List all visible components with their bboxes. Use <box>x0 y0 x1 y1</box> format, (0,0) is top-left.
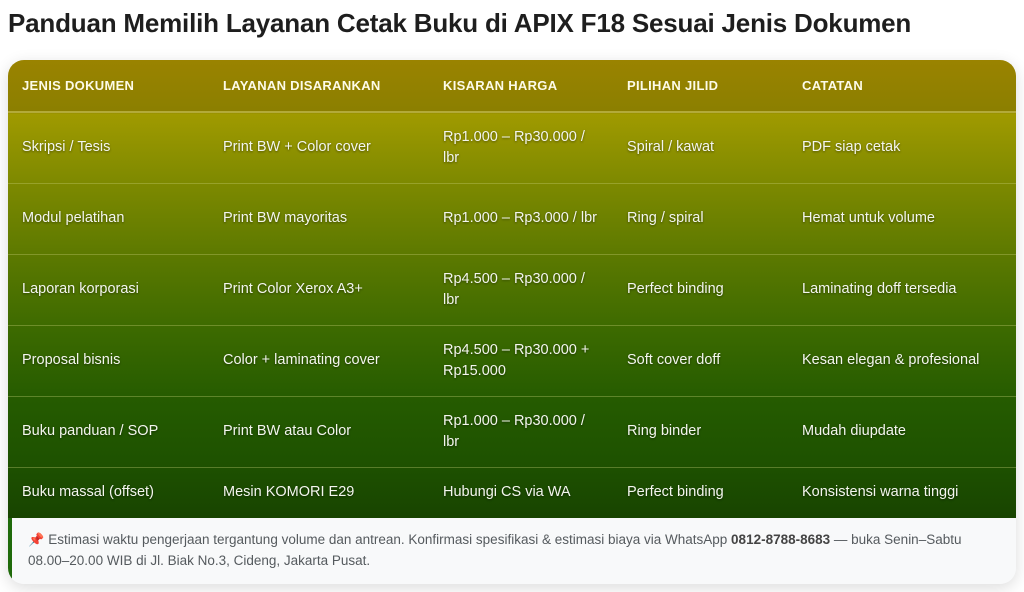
cell-jenis-dokumen: Buku panduan / SOP <box>8 396 209 468</box>
cell-jilid: Spiral / kawat <box>613 112 788 184</box>
cell-catatan: Konsistensi warna tinggi <box>802 483 959 500</box>
service-guide-table: JENIS DOKUMEN LAYANAN DISARANKAN KISARAN… <box>8 60 1016 517</box>
cell-harga: Rp4.500 – Rp30.000 + Rp15.000 <box>429 325 613 397</box>
cell-jenis-dokumen: Skripsi / Tesis <box>8 112 209 184</box>
cell-layanan: Print BW + Color cover <box>209 112 429 184</box>
cell-catatan: Mudah diupdate <box>788 396 1016 468</box>
cell-catatan: PDF siap cetak <box>788 112 1016 184</box>
whatsapp-phone-number: 0812-8788-8683 <box>731 532 831 547</box>
table-row: Proposal bisnis Color + laminating cover… <box>8 325 1016 397</box>
cell-harga: Rp1.000 – Rp30.000 / lbr <box>429 112 613 184</box>
cell-jilid: Perfect binding <box>613 254 788 326</box>
header-layanan-disarankan: LAYANAN DISARANKAN <box>209 60 429 113</box>
table-header-row: JENIS DOKUMEN LAYANAN DISARANKAN KISARAN… <box>8 60 1016 113</box>
note-text-after: — buka Senin–Sabtu 08.00–20.00 WIB di Jl… <box>28 532 962 568</box>
cell-jenis-dokumen: Modul pelatihan <box>8 183 209 255</box>
header-jenis-dokumen: JENIS DOKUMEN <box>8 60 209 113</box>
footer-note: 📌 Estimasi waktu pengerjaan tergantung vo… <box>8 518 1016 584</box>
cell-harga: Hubungi CS via WA <box>443 483 571 500</box>
table-row: Modul pelatihan Print BW mayoritas Rp1.0… <box>8 183 1016 255</box>
table-row: Buku massal (offset) Mesin KOMORI E29 Hu… <box>8 467 1016 517</box>
note-text-before: Estimasi waktu pengerjaan tergantung vol… <box>48 532 732 547</box>
cell-jenis-dokumen: Proposal bisnis <box>8 325 209 397</box>
cell-layanan: Mesin KOMORI E29 <box>223 483 355 500</box>
cell-jilid: Ring binder <box>613 396 788 468</box>
table-row: Skripsi / Tesis Print BW + Color cover R… <box>8 112 1016 184</box>
cell-jilid: Soft cover doff <box>613 325 788 397</box>
cell-harga: Rp1.000 – Rp30.000 / lbr <box>429 396 613 468</box>
header-kisaran-harga: KISARAN HARGA <box>429 60 613 113</box>
cell-layanan: Color + laminating cover <box>209 325 429 397</box>
page-title: Panduan Memilih Layanan Cetak Buku di AP… <box>8 8 912 38</box>
header-pilihan-jilid: PILIHAN JILID <box>613 60 788 113</box>
cell-harga: Rp1.000 – Rp3.000 / lbr <box>429 183 613 255</box>
header-catatan: CATATAN <box>788 60 1016 113</box>
cell-layanan: Print Color Xerox A3+ <box>209 254 429 326</box>
cell-layanan: Print BW atau Color <box>209 396 429 468</box>
cell-catatan: Hemat untuk volume <box>788 183 1016 255</box>
cell-catatan: Laminating doff tersedia <box>788 254 1016 326</box>
pushpin-icon: 📌 <box>28 532 45 547</box>
cell-layanan: Print BW mayoritas <box>209 183 429 255</box>
cell-catatan: Kesan elegan & profesional <box>788 325 1016 397</box>
table-row: Laporan korporasi Print Color Xerox A3+ … <box>8 254 1016 326</box>
cell-harga: Rp4.500 – Rp30.000 / lbr <box>429 254 613 326</box>
cell-jilid: Ring / spiral <box>613 183 788 255</box>
cell-jilid: Perfect binding <box>627 483 724 500</box>
table-row: Buku panduan / SOP Print BW atau Color R… <box>8 396 1016 468</box>
cell-jenis-dokumen: Laporan korporasi <box>8 254 209 326</box>
pricing-guide-card: JENIS DOKUMEN LAYANAN DISARANKAN KISARAN… <box>8 60 1016 584</box>
cell-jenis-dokumen: Buku massal (offset) <box>22 483 154 500</box>
